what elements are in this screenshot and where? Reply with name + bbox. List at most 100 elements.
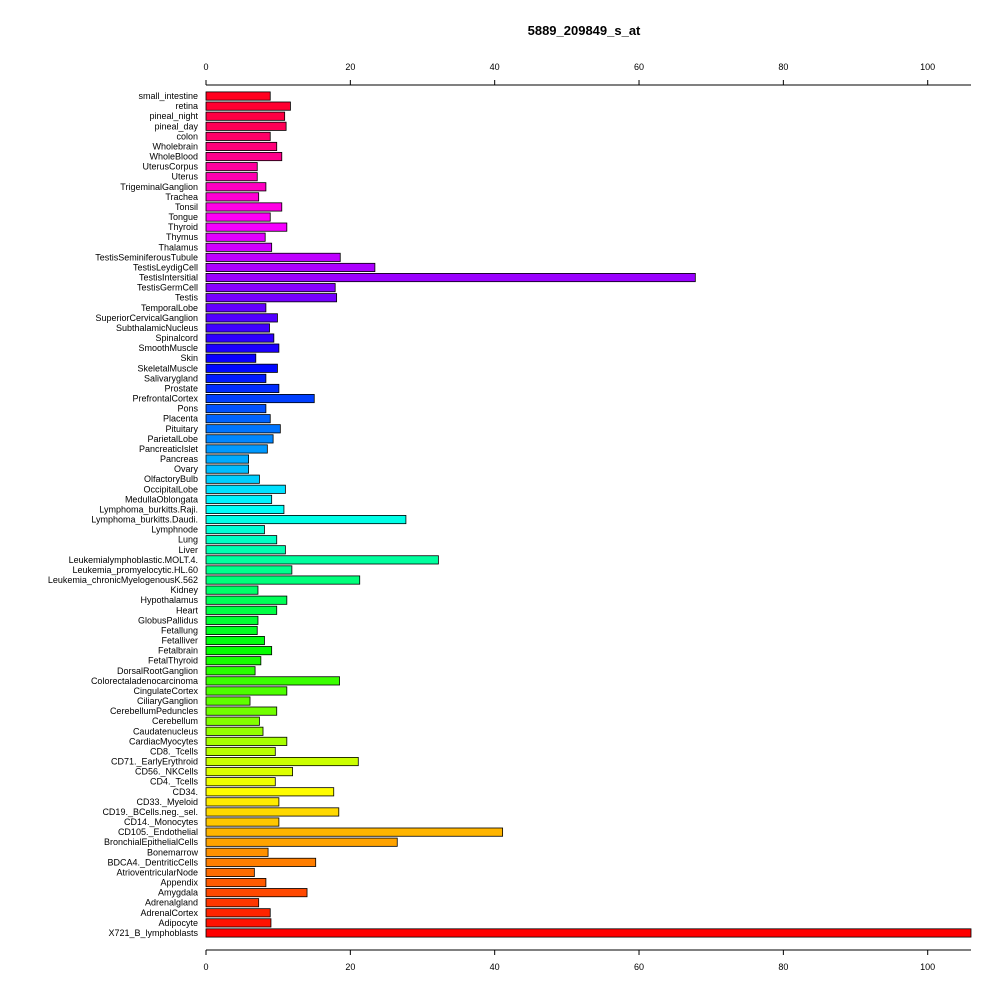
tick-label: 40 (490, 62, 500, 72)
category-label: SkeletalMuscle (137, 363, 198, 373)
bar-Liver (205, 545, 286, 555)
category-label: SmoothMuscle (138, 343, 198, 353)
category-label: small_intestine (138, 91, 198, 101)
bar-Bonemarrow (205, 847, 269, 857)
category-label: CardiacMyocytes (129, 736, 199, 746)
category-label: Lymphoma_burkitts.Raji. (99, 504, 198, 514)
bar-small_intestine (205, 91, 271, 101)
category-label: CD34. (172, 787, 198, 797)
bar-pineal_night (205, 111, 286, 121)
bar-Wholebrain (205, 141, 278, 151)
bar-BronchialEpithelialCells (205, 837, 398, 847)
category-label: SubthalamicNucleus (116, 323, 199, 333)
category-label: CD105._Endothelial (118, 827, 198, 837)
category-label: Cerebellum (152, 716, 198, 726)
bar-Appendix (205, 878, 267, 888)
category-label: FetalThyroid (148, 656, 198, 666)
category-label: Fetalbrain (158, 646, 198, 656)
bar-CerebellumPeduncles (205, 706, 278, 716)
tick-label: 40 (490, 962, 500, 972)
tick-label: 80 (778, 62, 788, 72)
bar-CD105._Endothelial (205, 827, 504, 837)
category-label: CerebellumPeduncles (110, 706, 199, 716)
category-label: CD4._Tcells (150, 777, 199, 787)
bar-AdrenalCortex (205, 908, 271, 918)
bar-Pons (205, 404, 267, 414)
bar-Skin (205, 353, 257, 363)
bar-UterusCorpus (205, 162, 258, 172)
category-label: CD56._NKCells (135, 767, 199, 777)
category-label: GlobusPallidus (138, 615, 199, 625)
category-label: AdrenalCortex (140, 908, 198, 918)
bar-CiliaryGanglion (205, 696, 251, 706)
bar-Fetalbrain (205, 646, 273, 656)
chart-title: 5889_209849_s_at (528, 23, 641, 38)
bar-CingulateCortex (205, 686, 288, 696)
bar-Colorectaladenocarcinoma (205, 676, 340, 686)
category-label: AtrioventricularNode (116, 867, 198, 877)
bar-Fetallung (205, 625, 258, 635)
category-label: Pancreas (160, 454, 199, 464)
category-label: Tonsil (175, 202, 198, 212)
bar-Leukemia_promyelocytic.HL.60 (205, 565, 293, 575)
bar-OccipitalLobe (205, 484, 286, 494)
category-label: Uterus (171, 172, 198, 182)
category-label: WholeBlood (149, 152, 198, 162)
bar-Adrenalgland (205, 898, 260, 908)
category-label: TestisGermCell (137, 283, 198, 293)
bar-X721_B_lymphoblasts (205, 928, 972, 938)
bars (205, 91, 972, 938)
bar-TestisSeminiferousTubule (205, 252, 341, 262)
bar-PancreaticIslet (205, 444, 268, 454)
category-label: PancreaticIslet (139, 444, 199, 454)
category-label: Adipocyte (158, 918, 198, 928)
bar-TestisLeydigCell (205, 262, 376, 272)
bar-TestisGermCell (205, 283, 336, 293)
category-label: Thyroid (168, 222, 198, 232)
tick-label: 20 (345, 62, 355, 72)
category-label: Leukemia_chronicMyelogenousK.562 (48, 575, 198, 585)
bar-pineal_day (205, 121, 287, 131)
category-label: retina (175, 101, 198, 111)
bar-SmoothMuscle (205, 343, 280, 353)
bar-FetalThyroid (205, 656, 262, 666)
bar-Kidney (205, 585, 259, 595)
bar-Placenta (205, 414, 271, 424)
bar-Trachea (205, 192, 260, 202)
category-label: UterusCorpus (142, 162, 198, 172)
tick-label: 100 (920, 962, 935, 972)
bar-Caudatenucleus (205, 726, 264, 736)
bar-GlobusPallidus (205, 615, 259, 625)
bar-CD19._BCells.neg._sel. (205, 807, 340, 817)
category-label: Placenta (163, 414, 198, 424)
category-label: Prostate (164, 383, 198, 393)
category-label: TrigeminalGanglion (120, 182, 198, 192)
bar-Testis (205, 293, 338, 303)
tick-label: 0 (203, 962, 208, 972)
category-label: Fetallung (161, 625, 198, 635)
category-label: TestisSeminiferousTubule (95, 252, 198, 262)
bar-CD4._Tcells (205, 777, 276, 787)
bar-Leukemialymphoblastic.MOLT.4. (205, 555, 439, 565)
category-label: Skin (180, 353, 198, 363)
category-label: TemporalLobe (141, 303, 198, 313)
category-label: Pons (177, 404, 198, 414)
tick-label: 60 (634, 62, 644, 72)
bar-Lymphoma_burkitts.Raji. (205, 504, 285, 514)
bar-Adipocyte (205, 918, 272, 928)
bar-SkeletalMuscle (205, 363, 278, 373)
category-label: TestisIntersitial (139, 273, 198, 283)
category-label: colon (176, 131, 198, 141)
bar-TrigeminalGanglion (205, 182, 267, 192)
category-label: OlfactoryBulb (144, 474, 198, 484)
category-label: Salivarygland (144, 373, 198, 383)
category-label: Pituitary (165, 424, 198, 434)
category-label: pineal_day (154, 121, 198, 131)
bar-Tongue (205, 212, 271, 222)
category-label: Fetalliver (161, 636, 198, 646)
bar-Pituitary (205, 424, 281, 434)
category-label: Heart (176, 605, 199, 615)
bar-Lymphnode (205, 525, 265, 535)
bar-CD56._NKCells (205, 767, 293, 777)
category-label: DorsalRootGanglion (117, 666, 198, 676)
